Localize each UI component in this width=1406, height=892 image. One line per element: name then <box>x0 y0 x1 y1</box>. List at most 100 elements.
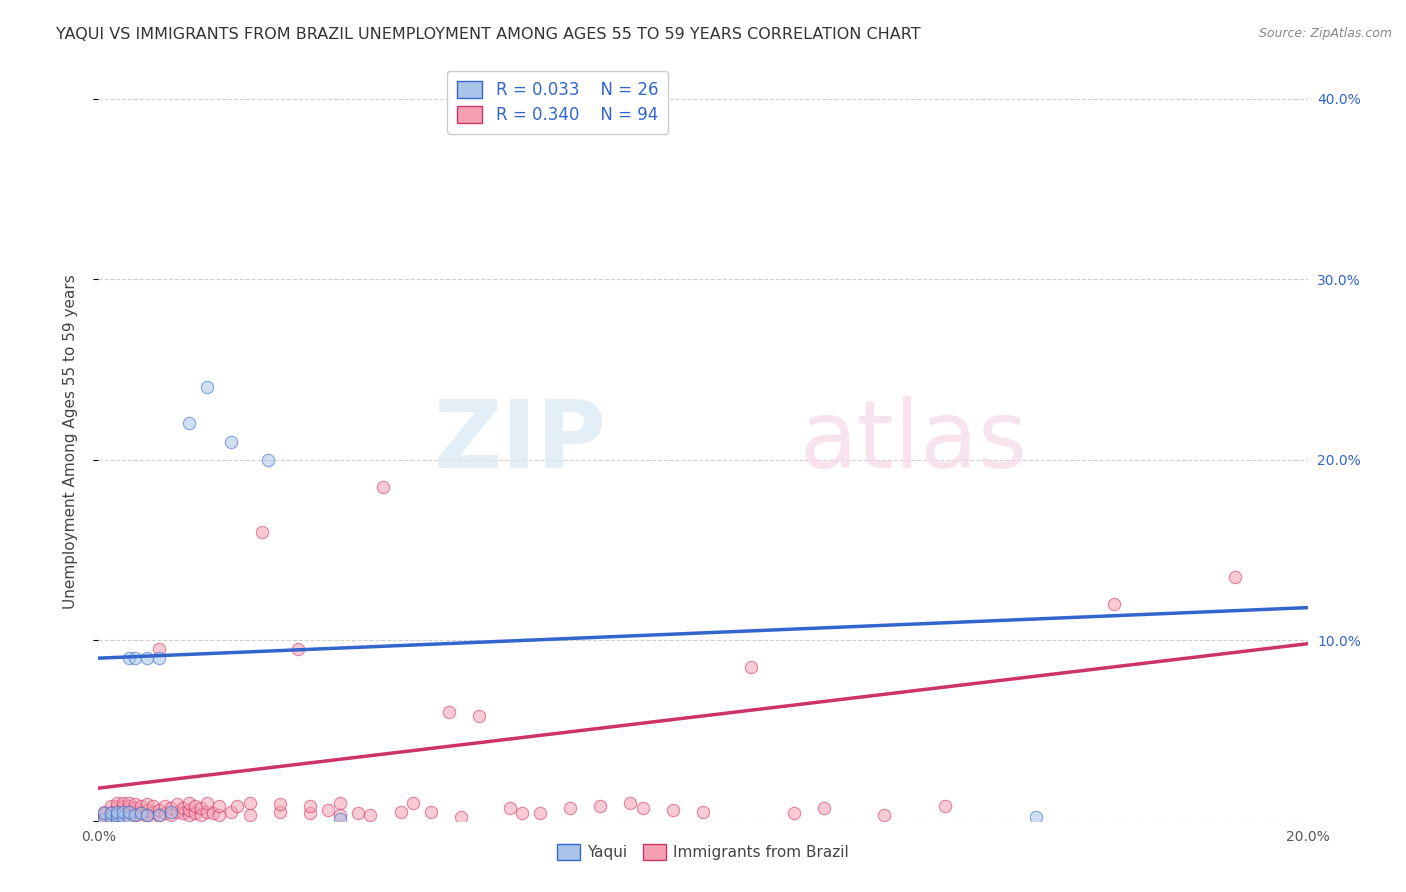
Point <box>93 812 115 826</box>
Point <box>179 417 201 431</box>
Text: Source: ZipAtlas.com: Source: ZipAtlas.com <box>1258 27 1392 40</box>
Point <box>135 651 157 665</box>
Point <box>93 812 115 826</box>
Point <box>105 812 128 826</box>
Point <box>124 651 146 665</box>
Point <box>148 808 170 822</box>
Point <box>124 801 146 815</box>
Point <box>371 480 394 494</box>
Point <box>124 805 146 819</box>
Point <box>195 796 218 810</box>
Point <box>269 805 291 819</box>
Point <box>299 799 322 814</box>
Point <box>148 808 170 822</box>
Point <box>239 796 262 810</box>
Point <box>100 810 122 824</box>
Y-axis label: Unemployment Among Ages 55 to 59 years: Unemployment Among Ages 55 to 59 years <box>63 274 77 609</box>
Point <box>142 810 165 824</box>
Point <box>619 796 641 810</box>
Point <box>329 796 352 810</box>
Point <box>166 797 188 812</box>
Point <box>179 796 201 810</box>
Point <box>184 806 207 821</box>
Point <box>1024 810 1046 824</box>
Point <box>239 808 262 822</box>
Point <box>420 805 443 819</box>
Point <box>148 651 170 665</box>
Point <box>195 805 218 819</box>
Point <box>118 651 141 665</box>
Point <box>135 808 157 822</box>
Point <box>208 799 231 814</box>
Point <box>347 806 370 821</box>
Point <box>105 808 128 822</box>
Point <box>250 524 273 539</box>
Point <box>450 810 472 824</box>
Point <box>118 810 141 824</box>
Point <box>148 642 170 657</box>
Point <box>166 805 188 819</box>
Point <box>184 799 207 814</box>
Point <box>195 380 218 394</box>
Point <box>105 796 128 810</box>
Point <box>105 808 128 822</box>
Point <box>129 806 152 821</box>
Point <box>105 805 128 819</box>
Point <box>437 706 460 720</box>
Point <box>118 799 141 814</box>
Text: ZIP: ZIP <box>433 395 606 488</box>
Point <box>589 799 612 814</box>
Point <box>329 812 352 826</box>
Point <box>142 799 165 814</box>
Point <box>510 806 533 821</box>
Legend: Yaqui, Immigrants from Brazil: Yaqui, Immigrants from Brazil <box>551 838 855 866</box>
Point <box>129 805 152 819</box>
Point <box>558 801 581 815</box>
Point <box>135 808 157 822</box>
Point <box>783 806 806 821</box>
Text: atlas: atlas <box>800 395 1028 488</box>
Point <box>118 803 141 817</box>
Point <box>100 808 122 822</box>
Point <box>299 806 322 821</box>
Point <box>118 805 141 819</box>
Point <box>111 806 134 821</box>
Point <box>179 808 201 822</box>
Point <box>124 808 146 822</box>
Point <box>221 805 243 819</box>
Point <box>148 803 170 817</box>
Point <box>142 805 165 819</box>
Point <box>226 799 249 814</box>
Point <box>813 801 835 815</box>
Point <box>329 808 352 822</box>
Point <box>105 812 128 826</box>
Point <box>93 805 115 819</box>
Point <box>93 808 115 822</box>
Point <box>111 799 134 814</box>
Point <box>1223 570 1246 584</box>
Point <box>172 801 194 815</box>
Point <box>105 805 128 819</box>
Point <box>111 810 134 824</box>
Point <box>269 797 291 812</box>
Point <box>631 801 654 815</box>
Point <box>129 799 152 814</box>
Point <box>118 806 141 821</box>
Point <box>111 796 134 810</box>
Point <box>160 805 183 819</box>
Point <box>1102 597 1125 611</box>
Point <box>202 806 225 821</box>
Point <box>111 805 134 819</box>
Point <box>100 805 122 819</box>
Point <box>934 799 956 814</box>
Point <box>100 799 122 814</box>
Point <box>316 803 339 817</box>
Point <box>498 801 520 815</box>
Point <box>111 803 134 817</box>
Point <box>873 808 896 822</box>
Point <box>135 803 157 817</box>
Point <box>153 799 176 814</box>
Point <box>135 797 157 812</box>
Point <box>118 810 141 824</box>
Point <box>389 805 412 819</box>
